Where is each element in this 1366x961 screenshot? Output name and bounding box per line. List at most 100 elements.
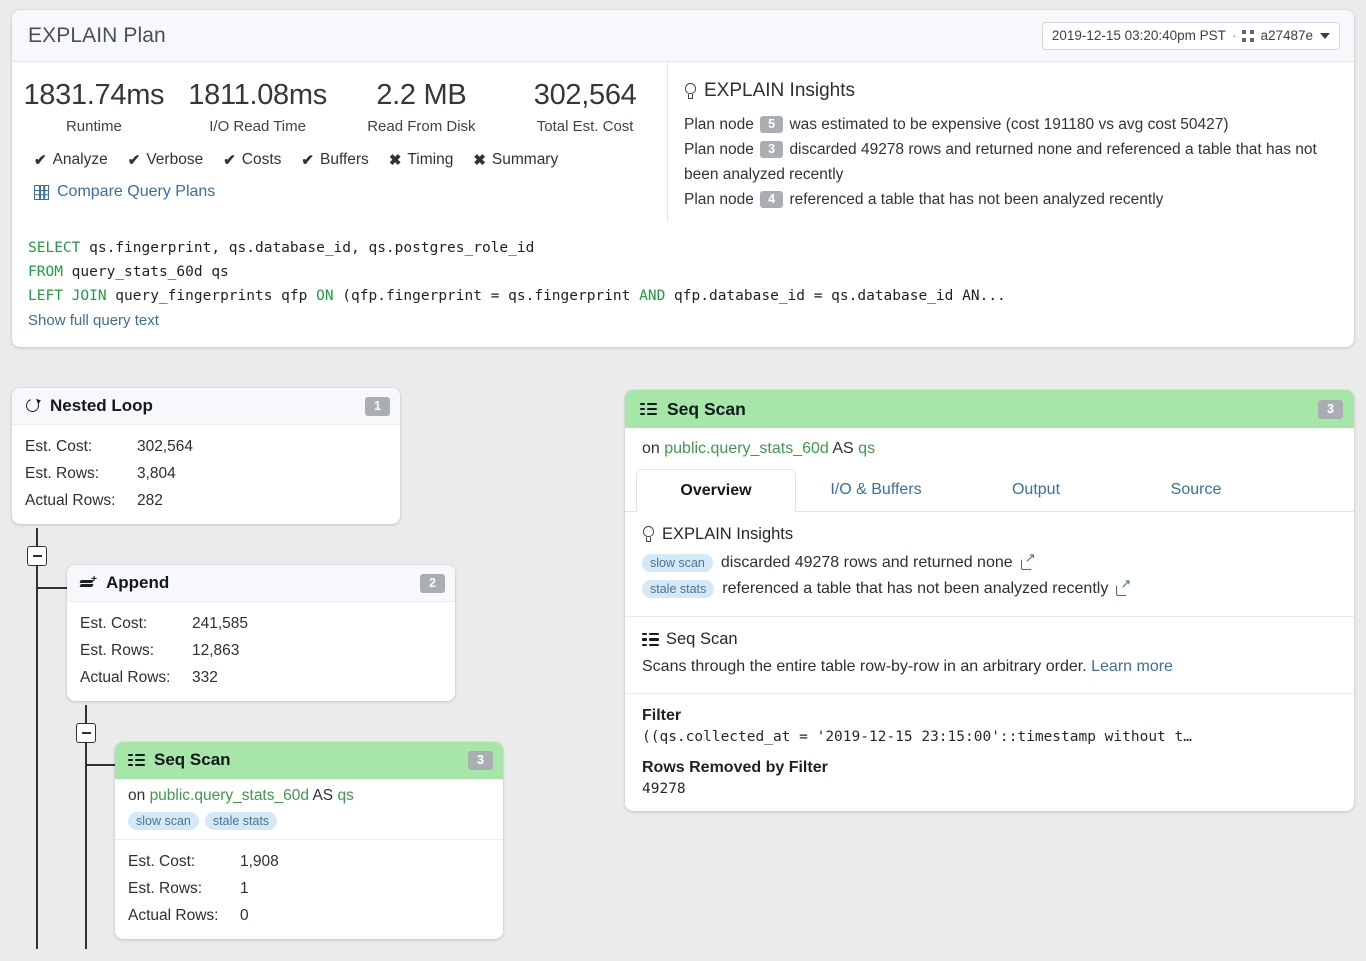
sql-text: query_fingerprints qfp — [106, 288, 317, 304]
node-stat-row: Est. Rows: 1 — [128, 875, 490, 902]
relation-prefix: on — [128, 787, 146, 804]
external-link-icon[interactable] — [1020, 551, 1036, 570]
option-label: Costs — [241, 151, 282, 168]
seq-scan-icon — [640, 402, 657, 416]
description-text-row: Scans through the entire table row-by-ro… — [642, 655, 1338, 679]
summary-row: 1831.74ms Runtime 1811.08ms I/O Read Tim… — [12, 62, 1354, 222]
relation-alias: qs — [858, 440, 876, 457]
filter-value: ((qs.collected_at = '2019-12-15 23:15:00… — [642, 729, 1192, 745]
summary-metrics-panel: 1831.74ms Runtime 1811.08ms I/O Read Tim… — [12, 62, 668, 222]
sql-keyword: ON — [316, 288, 334, 304]
tag-stale-stats: stale stats — [204, 812, 278, 830]
tree-connector — [36, 566, 38, 949]
plan-node-badge[interactable]: 3 — [760, 140, 784, 158]
insight-row: stale stats referenced a table that has … — [642, 576, 1338, 602]
insights-title: EXPLAIN Insights — [662, 525, 794, 543]
metric-value: 2.2 MB — [376, 79, 467, 111]
node-header: + Append 2 — [67, 565, 455, 602]
tab-source[interactable]: Source — [1170, 481, 1222, 498]
relation-alias: qs — [337, 787, 354, 804]
node-stat-row: Actual Rows: 332 — [80, 664, 442, 691]
option-label: Summary — [491, 151, 559, 168]
insight-prefix: Plan node — [684, 141, 754, 158]
plan-node-append[interactable]: + Append 2 Est. Cost: 241,585 Est. Rows:… — [67, 565, 455, 701]
relation-name[interactable]: public.query_stats_60d — [664, 440, 829, 457]
insight-text: referenced a table that has not been ana… — [722, 580, 1109, 597]
metric-io-read-time: 1811.08ms I/O Read Time — [176, 78, 340, 135]
sql-keyword: AND — [639, 288, 666, 304]
query-text-block: SELECT qs.fingerprint, qs.database_id, q… — [12, 222, 1354, 347]
node-stat-row: Est. Cost: 1,908 — [128, 848, 490, 875]
card-header: EXPLAIN Plan 2019-12-15 03:20:40pm PST ·… — [12, 10, 1354, 62]
plan-node-seq-scan[interactable]: Seq Scan 3 on public.query_stats_60d AS … — [115, 742, 503, 939]
tag-slow-scan: slow scan — [642, 554, 713, 572]
tab-overview[interactable]: Overview — [636, 469, 796, 512]
node-badge: 2 — [420, 573, 445, 593]
node-stat-row: Actual Rows: 282 — [25, 487, 387, 514]
rows-removed-value: 49278 — [642, 781, 686, 797]
stat-value: 3,804 — [137, 465, 176, 482]
stat-value: 241,585 — [192, 615, 249, 632]
insights-title-row: EXPLAIN Insights — [684, 80, 1338, 102]
learn-more-link[interactable]: Learn more — [1091, 658, 1173, 675]
sql-keyword: LEFT JOIN — [28, 288, 107, 304]
metric-runtime: 1831.74ms Runtime — [12, 78, 176, 135]
sql-keyword: SELECT — [28, 240, 81, 256]
insight-prefix: Plan node — [684, 191, 754, 208]
chevron-down-icon[interactable] — [1320, 32, 1330, 39]
insight-text: discarded 49278 rows and returned none a… — [684, 141, 1317, 183]
node-title: Seq Scan — [154, 750, 231, 769]
node-badge: 3 — [468, 750, 493, 770]
insight-row: slow scan discarded 49278 rows and retur… — [642, 550, 1338, 576]
option-costs: ✔ Costs — [223, 151, 281, 169]
node-stat-row: Est. Rows: 12,863 — [80, 637, 442, 664]
show-full-query-link[interactable]: Show full query text — [28, 312, 159, 329]
tab-io-and-buffers[interactable]: I/O & Buffers — [830, 481, 922, 498]
loop-icon — [25, 398, 41, 414]
plan-timestamp-selector[interactable]: 2019-12-15 03:20:40pm PST · a27487e — [1041, 21, 1340, 50]
lightbulb-icon — [684, 82, 697, 100]
node-stat-row: Est. Cost: 302,564 — [25, 433, 387, 460]
stat-value: 12,863 — [192, 642, 240, 659]
option-buffers: ✔ Buffers — [301, 151, 368, 169]
compare-link-label: Compare Query Plans — [57, 183, 216, 200]
option-label: Analyze — [52, 151, 108, 168]
metric-value: 1811.08ms — [188, 79, 327, 111]
option-summary: ✖ Summary — [473, 151, 558, 169]
metric-label: Read From Disk — [367, 118, 476, 135]
tab-output[interactable]: Output — [1011, 481, 1061, 498]
collapse-toggle-node-1[interactable] — [27, 546, 47, 566]
insight-text: was estimated to be expensive (cost 1911… — [789, 116, 1229, 133]
option-label: Buffers — [319, 151, 369, 168]
description-title: Seq Scan — [666, 630, 738, 648]
detail-header: Seq Scan 3 — [625, 390, 1354, 428]
detail-tabs: Overview I/O & Buffers Output Source — [625, 469, 1354, 512]
plan-tree: Nested Loop 1 Est. Cost: 302,564 Est. Ro… — [12, 388, 612, 961]
node-header: Seq Scan 3 — [115, 742, 503, 779]
plan-node-badge[interactable]: 4 — [760, 190, 784, 208]
external-link-icon[interactable] — [1116, 577, 1131, 596]
collapse-toggle-node-2[interactable] — [76, 723, 96, 743]
tree-connector — [85, 705, 87, 726]
explain-options-list: ✔ Analyze ✔ Verbose ✔ Costs ✔ Buffers — [12, 135, 667, 169]
detail-node-badge: 3 — [1318, 399, 1343, 419]
lightbulb-icon — [642, 526, 655, 543]
stat-value: 282 — [137, 492, 163, 509]
node-title: Append — [106, 573, 170, 592]
explain-plan-card: EXPLAIN Plan 2019-12-15 03:20:40pm PST ·… — [12, 10, 1354, 347]
insights-title-row: EXPLAIN Insights — [642, 525, 1338, 544]
insight-text: referenced a table that has not been ana… — [789, 191, 1164, 208]
tree-connector — [36, 587, 79, 589]
seq-scan-icon — [128, 753, 145, 767]
plan-node-nested-loop[interactable]: Nested Loop 1 Est. Cost: 302,564 Est. Ro… — [12, 388, 400, 524]
relation-name[interactable]: public.query_stats_60d — [149, 787, 309, 804]
insight-prefix: Plan node — [684, 116, 754, 133]
compare-query-plans-link[interactable]: Compare Query Plans — [12, 169, 667, 201]
sql-keyword: FROM — [28, 264, 63, 280]
metric-label: I/O Read Time — [209, 118, 306, 135]
node-badge: 1 — [365, 396, 390, 416]
detail-title: Seq Scan — [667, 398, 746, 419]
option-label: Timing — [407, 151, 454, 168]
plan-node-badge[interactable]: 5 — [760, 115, 784, 133]
separator-dot: · — [1231, 28, 1237, 43]
